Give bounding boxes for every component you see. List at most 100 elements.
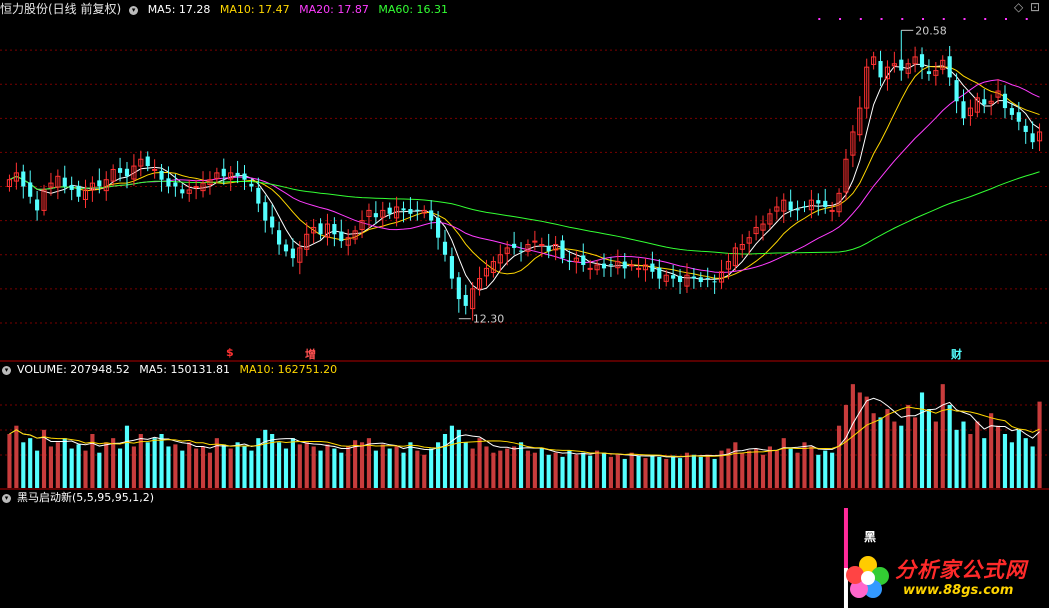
volume-bar	[505, 448, 510, 488]
candle-body	[1016, 112, 1021, 122]
candle-body	[456, 277, 461, 300]
volume-bar	[173, 444, 178, 488]
indicator-header: ▾ 黑马启动新(5,5,95,95,1,2)	[0, 490, 160, 506]
candle-body	[795, 209, 800, 211]
volume-bar	[41, 429, 47, 488]
volume-bar	[512, 446, 517, 488]
candle-body	[62, 177, 67, 187]
volume-bar	[48, 446, 54, 488]
volume-bar	[553, 452, 558, 488]
volume-bar	[677, 458, 683, 488]
volume-bar	[290, 438, 295, 488]
volume-bar	[270, 434, 275, 488]
candle-body	[89, 182, 95, 191]
candle-body	[940, 59, 946, 70]
stock-title[interactable]: 恒力股份(日线 前复权)	[0, 2, 122, 16]
settings-dot-icon[interactable]: ▾	[129, 5, 139, 15]
candle-body	[546, 245, 551, 252]
marker-dollar[interactable]: $	[226, 346, 234, 359]
maximize-icon[interactable]: ⊡	[1030, 0, 1041, 14]
volume-bar	[387, 448, 392, 488]
ma10-value: MA10: 17.47	[219, 3, 290, 16]
diamond-icon[interactable]: ◇	[1014, 0, 1024, 14]
signal-dot	[942, 18, 945, 20]
candle-body	[256, 187, 261, 204]
volume-bar	[712, 458, 717, 488]
volume-bar	[214, 438, 219, 488]
candle-body	[124, 168, 130, 177]
candle-body	[103, 179, 109, 192]
candle-body	[283, 244, 289, 252]
candle-body	[339, 231, 344, 242]
candle-body	[28, 182, 33, 197]
volume-bar	[802, 442, 807, 488]
candle-body	[214, 172, 220, 179]
candle-body	[401, 208, 406, 211]
candle-body	[995, 90, 1001, 98]
candle-body	[359, 220, 365, 230]
candle-body	[760, 223, 766, 231]
volume-bar	[235, 442, 240, 488]
ma60-value: MA60: 16.31	[378, 3, 449, 16]
marker-cai[interactable]: 财	[951, 348, 962, 361]
volume-bar	[816, 454, 821, 488]
candle-body	[808, 199, 814, 211]
candle-body	[567, 260, 572, 262]
volume-bar	[525, 450, 531, 488]
candle-body	[421, 209, 427, 214]
candle-body	[919, 54, 925, 68]
volume-bar	[145, 442, 150, 488]
candle-body	[899, 59, 904, 71]
volume-bar	[28, 438, 33, 488]
volume-bar	[477, 438, 482, 488]
volume-bar	[131, 446, 136, 488]
candle-body	[615, 261, 621, 269]
volume-bar	[705, 454, 710, 488]
volume-dot-icon[interactable]: ▾	[2, 365, 11, 375]
volume-bar	[21, 442, 26, 488]
volume-bar	[650, 454, 655, 488]
candle-body	[816, 200, 821, 204]
candle-body	[270, 216, 275, 228]
candle-body	[263, 202, 268, 221]
candle-body	[691, 276, 696, 279]
volume-bar	[671, 455, 676, 488]
candle-body	[408, 209, 413, 214]
volume-bar	[62, 438, 67, 488]
volume-bar	[629, 452, 634, 488]
volume-bar	[906, 404, 911, 488]
volume-bar	[740, 452, 745, 488]
candle-body	[525, 244, 531, 252]
candle-body	[483, 267, 490, 277]
volume-bar	[878, 417, 883, 488]
volume-bar	[954, 429, 959, 488]
volume-bar	[380, 444, 385, 488]
volume-bar	[760, 454, 766, 488]
candle-body	[82, 189, 89, 200]
volume-bar	[1009, 442, 1014, 488]
marker-zeng[interactable]: 增	[305, 348, 316, 361]
watermark: 分析家公式网 www.88gs.com	[845, 550, 1045, 606]
candle-body	[635, 267, 642, 270]
volume-bar	[429, 448, 434, 488]
volume-bar	[899, 425, 904, 488]
candle-body	[76, 185, 81, 197]
candle-body	[1023, 125, 1028, 132]
volume-ma5-line	[9, 397, 1040, 458]
volume-bar	[975, 421, 980, 488]
volume-bar	[484, 446, 489, 488]
candle-body	[663, 274, 669, 282]
indicator-dot-icon[interactable]: ▾	[2, 493, 11, 503]
candle-body	[332, 224, 337, 235]
candle-body	[622, 261, 627, 269]
volume-bar	[968, 434, 973, 488]
candle-body	[718, 271, 725, 283]
volume-bar	[933, 421, 938, 488]
candle-body	[97, 180, 102, 187]
candle-body	[117, 168, 123, 173]
volume-bar	[104, 442, 109, 488]
candle-body	[345, 237, 351, 246]
signal-dot	[922, 18, 925, 20]
volume-bar	[353, 440, 358, 488]
